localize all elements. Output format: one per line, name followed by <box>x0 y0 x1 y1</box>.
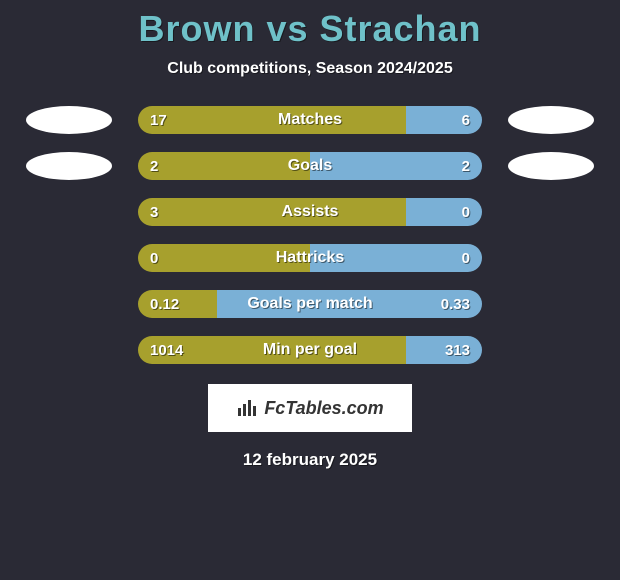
stat-bar: Min per goal1014313 <box>138 336 482 364</box>
player-avatar-left <box>26 152 112 180</box>
logo-text: FcTables.com <box>264 398 383 419</box>
stat-row: Assists30 <box>0 198 620 226</box>
stat-row: Matches176 <box>0 106 620 134</box>
player-avatar-right <box>508 152 594 180</box>
bar-segment-right <box>406 336 482 364</box>
bar-segment-right <box>310 152 482 180</box>
bar-segment-right <box>310 244 482 272</box>
bar-segment-right <box>217 290 482 318</box>
bar-segment-left <box>138 152 310 180</box>
page-subtitle: Club competitions, Season 2024/2025 <box>167 60 452 78</box>
bar-segment-left <box>138 336 406 364</box>
player-avatar-left <box>26 106 112 134</box>
stat-bar: Goals per match0.120.33 <box>138 290 482 318</box>
stat-bar: Hattricks00 <box>138 244 482 272</box>
stat-rows: Matches176 Goals22 Assists30 Hattricks00 Goa… <box>0 106 620 364</box>
stat-bar: Assists30 <box>138 198 482 226</box>
date-line: 12 february 2025 <box>243 450 377 470</box>
bar-segment-left <box>138 290 217 318</box>
stat-bar: Matches176 <box>138 106 482 134</box>
player-avatar-right <box>508 106 594 134</box>
comparison-infographic: Brown vs Strachan Club competitions, Sea… <box>0 0 620 470</box>
bar-segment-left <box>138 106 406 134</box>
bar-segment-right <box>406 106 482 134</box>
logo-badge: FcTables.com <box>208 384 412 432</box>
stat-row: Goals22 <box>0 152 620 180</box>
bar-segment-left <box>138 198 406 226</box>
chart-icon <box>236 398 258 418</box>
stat-row: Goals per match0.120.33 <box>0 290 620 318</box>
page-title: Brown vs Strachan <box>138 8 481 50</box>
stat-row: Min per goal1014313 <box>0 336 620 364</box>
bar-segment-left <box>138 244 310 272</box>
stat-row: Hattricks00 <box>0 244 620 272</box>
stat-bar: Goals22 <box>138 152 482 180</box>
bar-segment-right <box>406 198 482 226</box>
